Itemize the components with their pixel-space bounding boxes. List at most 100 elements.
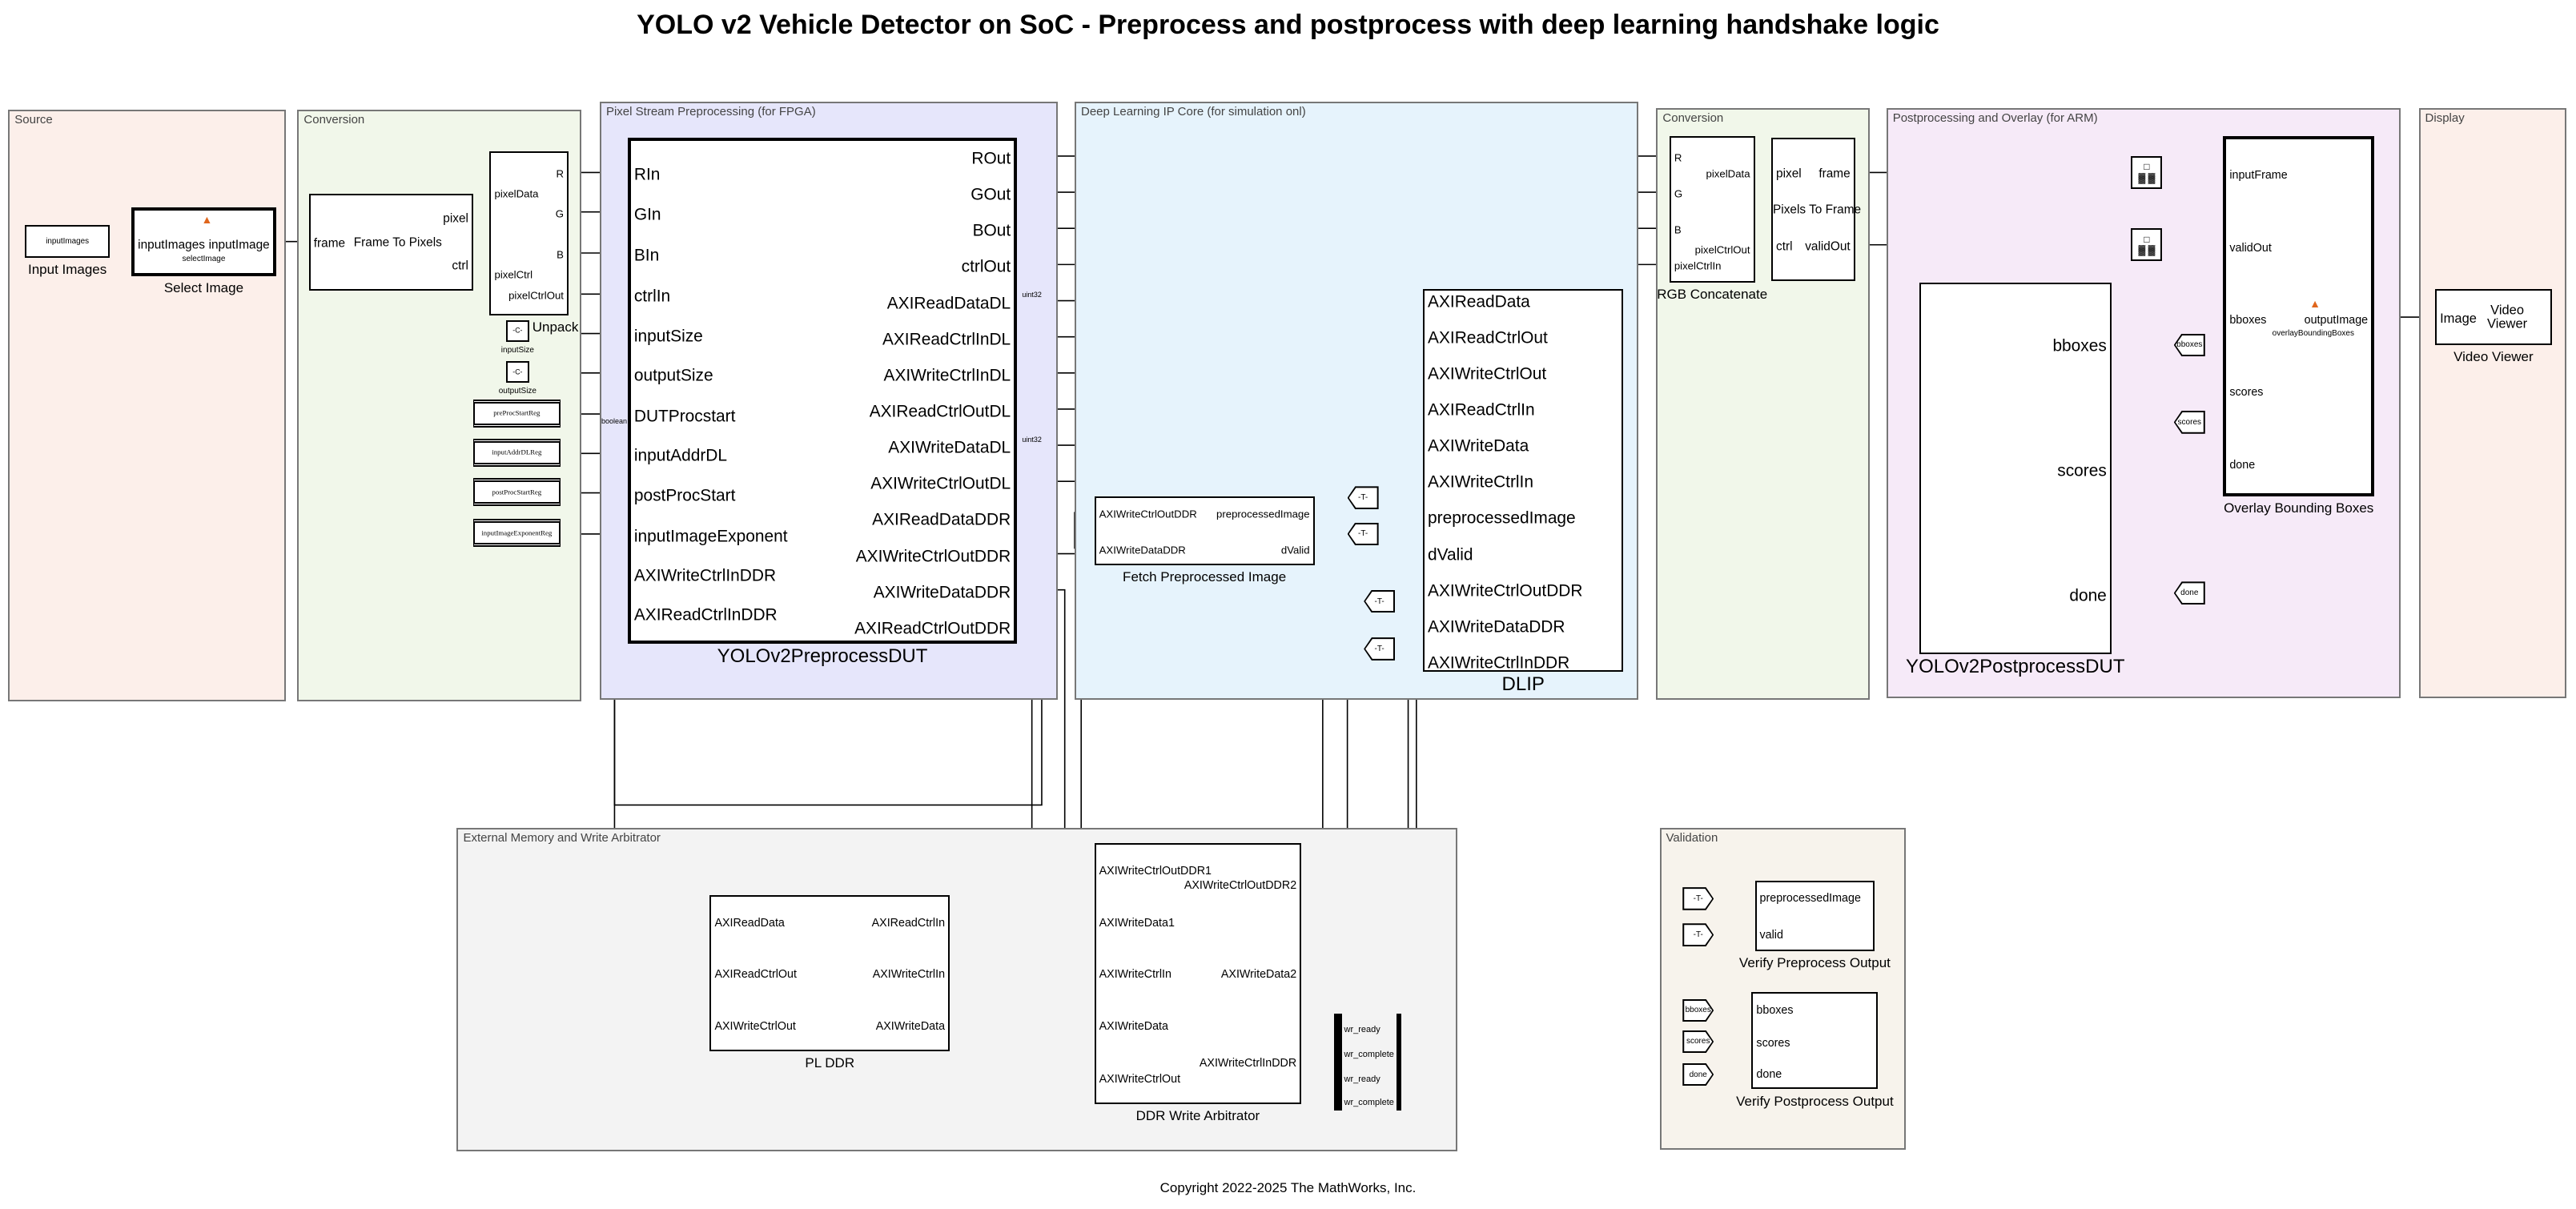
block-verify-pre[interactable]: preprocessedImage valid	[1754, 880, 1875, 952]
block-output-size[interactable]: -C-	[506, 361, 529, 384]
output-port: R	[556, 167, 564, 180]
block-name: Input Images	[27, 262, 107, 278]
bus-signal-label: wr_complete	[1344, 1097, 1394, 1107]
output-port: AXIWriteCtrlIn	[872, 967, 946, 981]
block-post-d-u-t[interactable]: bboxes scores done	[1919, 282, 2112, 654]
rate-transition-icon: □ ▓ ▓	[2138, 233, 2156, 255]
output-port: AXIReadDataDDR	[872, 510, 1011, 529]
signal-type-label: boolean	[601, 417, 628, 426]
block-post-proc-start-reg[interactable]: postProcStartReg	[472, 478, 561, 506]
output-port: BOut	[972, 221, 1011, 240]
block-name: Overlay Bounding Boxes	[2224, 500, 2374, 516]
output-port: AXIReadDataDL	[886, 294, 1011, 313]
input-port: AXIReadData	[1428, 292, 1530, 311]
input-port: AXIWriteCtrlInDDR	[1428, 653, 1570, 673]
area-title: Validation	[1666, 831, 1718, 845]
block-video-viewer[interactable]: Video Viewer Image	[2435, 289, 2552, 345]
output-port: AXIWriteCtrlInDL	[883, 366, 1011, 385]
block-text: Pixels To Frame	[1773, 202, 1862, 216]
goto-tag: -T-	[1364, 637, 1396, 661]
output-port: B	[557, 248, 564, 261]
block-name: Select Image	[163, 279, 244, 295]
tag-label: done	[1684, 1064, 1713, 1085]
block-input-image-exponent-reg[interactable]: inputImageExponentReg	[472, 519, 561, 548]
output-port: dValid	[1280, 544, 1310, 556]
block-name: PL DDR	[805, 1055, 855, 1071]
output-port: AXIWriteCtrlOutDDR2	[1184, 878, 1297, 892]
area-display: Display	[2418, 108, 2567, 699]
block-dlip[interactable]: AXIReadData AXIReadCtrlOut AXIWriteCtrlOut…	[1423, 289, 1624, 673]
input-port: pixelCtrlIn	[1674, 259, 1722, 272]
output-port: AXIReadCtrlIn	[871, 917, 946, 930]
output-port: pixel	[443, 211, 468, 226]
block-input-size[interactable]: -C-	[506, 320, 529, 342]
area-title: Pixel Stream Preprocessing (for FPGA)	[605, 105, 816, 119]
output-port: frame	[1818, 167, 1851, 181]
block-name: Video Viewer	[2453, 349, 2534, 365]
rate-transition-block[interactable]: □ ▓ ▓	[2131, 228, 2163, 262]
output-port: AXIWriteCtrlOutDDR	[855, 547, 1011, 566]
block-pixels-to-frame[interactable]: Pixels To Frame pixel ctrl frame validOut	[1771, 138, 1862, 281]
input-port: AXIWriteCtrlOut	[1428, 364, 1547, 384]
matlab-function-icon: ▲	[201, 212, 213, 226]
input-port: DUTProcstart	[633, 407, 736, 426]
area-title: External Memory and Write Arbitrator	[463, 831, 661, 845]
block-input-addr-d-l-reg[interactable]: inputAddrDLReg	[472, 438, 561, 467]
input-port: AXIReadCtrlIn	[1428, 400, 1535, 420]
bus-selector	[1334, 1014, 1343, 1111]
diagram-title: YOLO v2 Vehicle Detector on SoC - Prepro…	[637, 10, 1939, 40]
tag-label: -T-	[1348, 524, 1377, 544]
output-port: AXIReadCtrlOutDL	[869, 402, 1011, 421]
block-name: Unpack	[532, 319, 579, 335]
block-name: RGB Concatenate	[1657, 287, 1768, 303]
signal-type-label: uint32	[1022, 291, 1042, 299]
rate-transition-icon: □ ▓ ▓	[2138, 161, 2156, 183]
area-title: Deep Learning IP Core (for simulation on…	[1081, 105, 1306, 119]
block-pre-d-u-t[interactable]: RIn GIn BIn ctrlIn inputSize outputSize DUTPro…	[627, 138, 1018, 645]
input-port: AXIReadCtrlInDDR	[633, 605, 778, 625]
tag-label: -T-	[1684, 889, 1713, 909]
input-port: dValid	[1428, 545, 1473, 564]
block-arbiter[interactable]: AXIWriteCtrlOutDDR1 AXIWriteData1 AXIWrite…	[1094, 842, 1302, 1104]
block-name: outputSize	[498, 387, 537, 396]
rate-transition-block[interactable]: □ ▓ ▓	[2131, 155, 2163, 189]
block-plddr[interactable]: AXIReadData AXIReadCtrlOut AXIWriteCtrlOut…	[709, 895, 950, 1052]
output-port: preprocessedImage	[1216, 508, 1310, 520]
input-port: inputSize	[633, 327, 703, 346]
output-port: GOut	[971, 185, 1011, 204]
block-text: Frame To Pixels	[353, 235, 442, 249]
block-verify-post[interactable]: bboxes scores done	[1751, 992, 1879, 1090]
input-port: GIn	[633, 205, 661, 224]
output-port: pixelCtrlOut	[1694, 243, 1750, 256]
output-port: ctrlOut	[961, 257, 1011, 276]
input-port: AXIWriteDataDDR	[1099, 544, 1186, 556]
input-port: pixelCtrl	[494, 268, 533, 281]
block-frame-to-pixels[interactable]: Frame To Pixels frame pixel ctrl	[308, 194, 473, 291]
output-port: done	[2069, 586, 2107, 605]
block-overlay[interactable]: inputFrame validOut bboxes scores done output…	[2223, 136, 2375, 496]
output-port: AXIWriteDataDDR	[873, 583, 1011, 602]
block-name: DLIP	[1501, 673, 1545, 696]
block-pre-proc-start-reg[interactable]: preProcStartReg	[472, 399, 561, 428]
block-text: inputImages	[46, 236, 90, 246]
block-fetch[interactable]: AXIWriteCtrlOutDDR AXIWriteDataDDR preproc…	[1094, 496, 1315, 565]
area-title: Display	[2425, 111, 2465, 126]
copyright-text: Copyright 2022-2025 The MathWorks, Inc.	[1159, 1180, 1417, 1195]
block-input-images[interactable]: inputImages	[24, 225, 111, 259]
block-name: inputSize	[500, 345, 534, 355]
input-port: scores	[1756, 1036, 1790, 1050]
input-port: pixelData	[494, 187, 539, 200]
input-port: inputFrame	[2229, 169, 2288, 183]
input-port: AXIWriteCtrlInDDR	[633, 566, 777, 585]
area-source: Source	[8, 110, 287, 702]
block-name: YOLOv2PostprocessDUT	[1906, 655, 2125, 677]
block-text: Video Viewer	[2486, 303, 2528, 331]
input-port: AXIReadData	[714, 917, 785, 930]
block-select-image[interactable]: inputImages inputImage selectImage ▲	[131, 207, 276, 276]
block-text: inputAddrDLReg	[492, 448, 542, 456]
goto-tag: -T-	[1364, 589, 1396, 613]
block-name: Verify Postprocess Output	[1736, 1093, 1894, 1109]
tag-label: bboxes	[2175, 335, 2204, 355]
